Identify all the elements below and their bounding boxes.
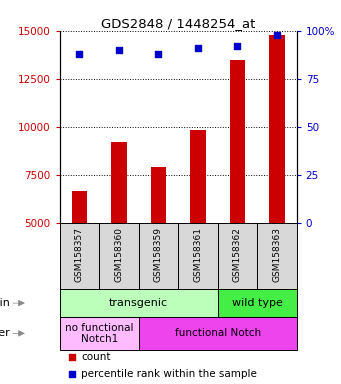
FancyBboxPatch shape — [60, 317, 139, 350]
Text: GSM158360: GSM158360 — [115, 227, 123, 281]
Text: other: other — [0, 328, 10, 338]
Point — [116, 47, 122, 53]
FancyBboxPatch shape — [178, 223, 218, 290]
Bar — [150, 167, 166, 223]
FancyBboxPatch shape — [60, 290, 218, 317]
FancyBboxPatch shape — [99, 223, 139, 290]
FancyBboxPatch shape — [139, 223, 178, 290]
FancyBboxPatch shape — [257, 223, 297, 290]
Point — [195, 45, 201, 51]
Bar — [190, 130, 206, 223]
Text: percentile rank within the sample: percentile rank within the sample — [81, 369, 257, 379]
Text: GSM158362: GSM158362 — [233, 227, 242, 281]
Point — [69, 371, 74, 377]
FancyBboxPatch shape — [218, 223, 257, 290]
Bar — [269, 35, 285, 223]
Bar — [72, 190, 87, 223]
Text: GSM158357: GSM158357 — [75, 227, 84, 281]
FancyBboxPatch shape — [218, 290, 297, 317]
Text: count: count — [81, 353, 110, 362]
Text: GSM158359: GSM158359 — [154, 227, 163, 281]
Title: GDS2848 / 1448254_at: GDS2848 / 1448254_at — [101, 17, 255, 30]
Point — [77, 51, 82, 57]
Text: strain: strain — [0, 298, 10, 308]
Text: GSM158363: GSM158363 — [272, 227, 281, 281]
Bar — [111, 142, 127, 223]
FancyBboxPatch shape — [139, 317, 297, 350]
Bar — [229, 60, 245, 223]
Point — [274, 31, 280, 38]
Text: no functional
Notch1: no functional Notch1 — [65, 323, 133, 344]
Text: GSM158361: GSM158361 — [193, 227, 203, 281]
Text: transgenic: transgenic — [109, 298, 168, 308]
Point — [235, 43, 240, 49]
Point — [156, 51, 161, 57]
Text: functional Notch: functional Notch — [175, 328, 261, 338]
FancyBboxPatch shape — [60, 223, 99, 290]
Text: wild type: wild type — [232, 298, 283, 308]
Point — [69, 354, 74, 361]
